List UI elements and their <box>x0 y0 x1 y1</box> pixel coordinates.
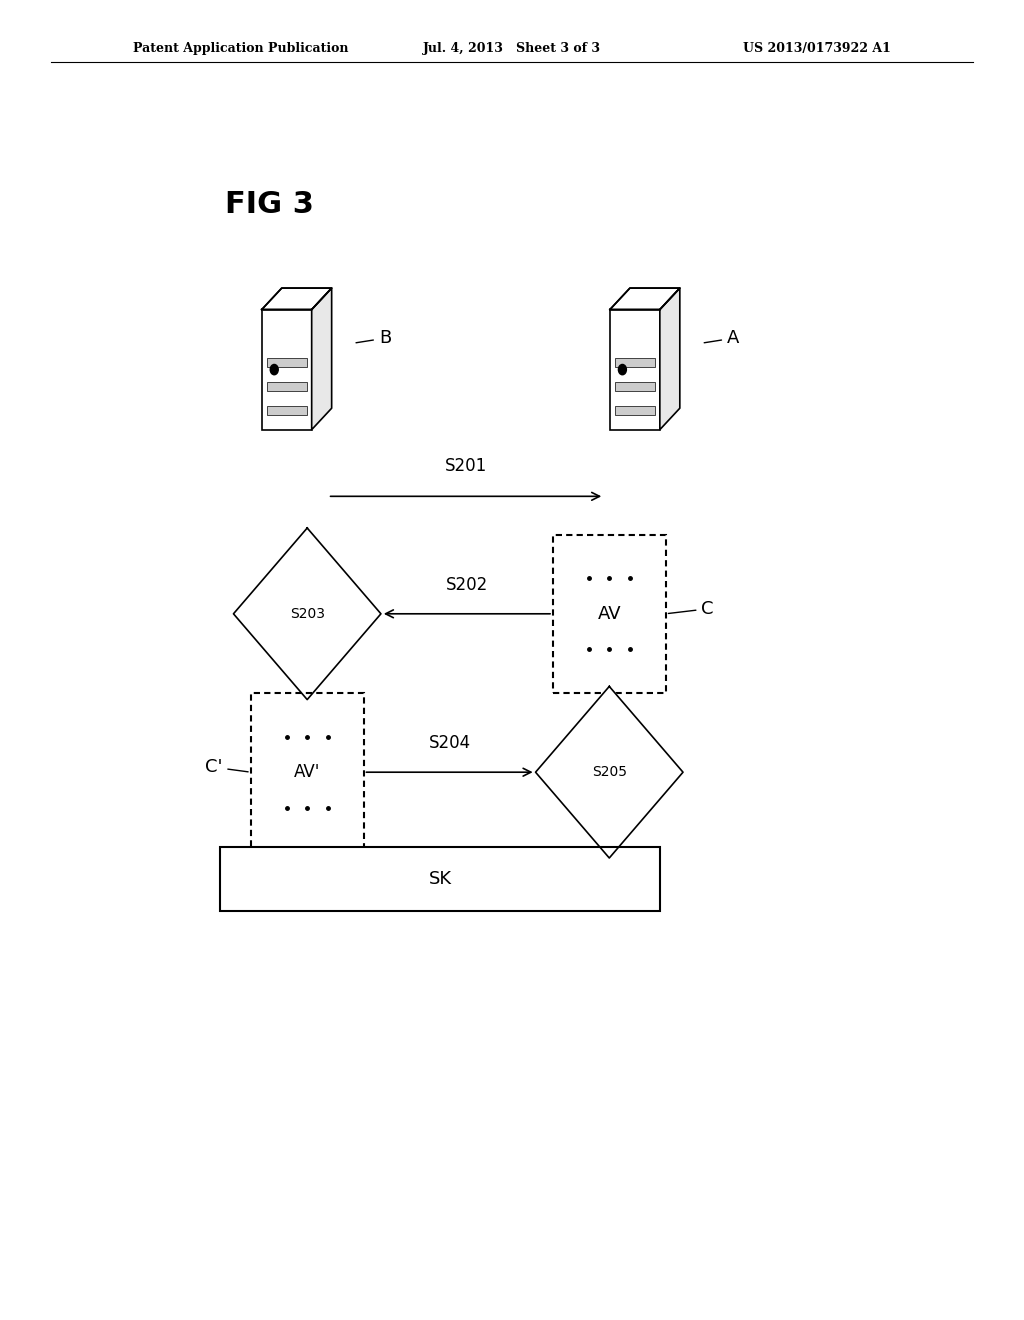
Text: S204: S204 <box>428 734 471 752</box>
Text: B: B <box>356 329 391 347</box>
Polygon shape <box>659 288 680 430</box>
Text: Jul. 4, 2013   Sheet 3 of 3: Jul. 4, 2013 Sheet 3 of 3 <box>423 42 601 55</box>
Text: US 2013/0173922 A1: US 2013/0173922 A1 <box>743 42 891 55</box>
FancyBboxPatch shape <box>267 405 307 416</box>
FancyBboxPatch shape <box>220 847 660 911</box>
Text: S202: S202 <box>445 576 488 594</box>
FancyBboxPatch shape <box>610 310 659 430</box>
Text: AV': AV' <box>294 763 321 781</box>
Text: FIG 3: FIG 3 <box>225 190 314 219</box>
FancyBboxPatch shape <box>267 358 307 367</box>
Text: A: A <box>705 329 739 347</box>
Text: C: C <box>669 599 714 618</box>
Circle shape <box>618 364 627 375</box>
Text: Patent Application Publication: Patent Application Publication <box>133 42 348 55</box>
Polygon shape <box>610 288 680 310</box>
Polygon shape <box>536 686 683 858</box>
Polygon shape <box>262 288 332 310</box>
FancyBboxPatch shape <box>614 405 655 416</box>
Text: S205: S205 <box>592 766 627 779</box>
Circle shape <box>270 364 279 375</box>
Polygon shape <box>311 288 332 430</box>
Text: C': C' <box>205 758 248 776</box>
FancyBboxPatch shape <box>267 381 307 391</box>
Text: S203: S203 <box>290 607 325 620</box>
FancyBboxPatch shape <box>614 358 655 367</box>
FancyBboxPatch shape <box>553 535 666 693</box>
FancyBboxPatch shape <box>251 693 364 851</box>
FancyBboxPatch shape <box>614 381 655 391</box>
Polygon shape <box>233 528 381 700</box>
Text: S201: S201 <box>444 457 487 475</box>
Text: AV: AV <box>597 605 622 623</box>
Text: SK: SK <box>429 870 452 888</box>
FancyBboxPatch shape <box>262 310 311 430</box>
